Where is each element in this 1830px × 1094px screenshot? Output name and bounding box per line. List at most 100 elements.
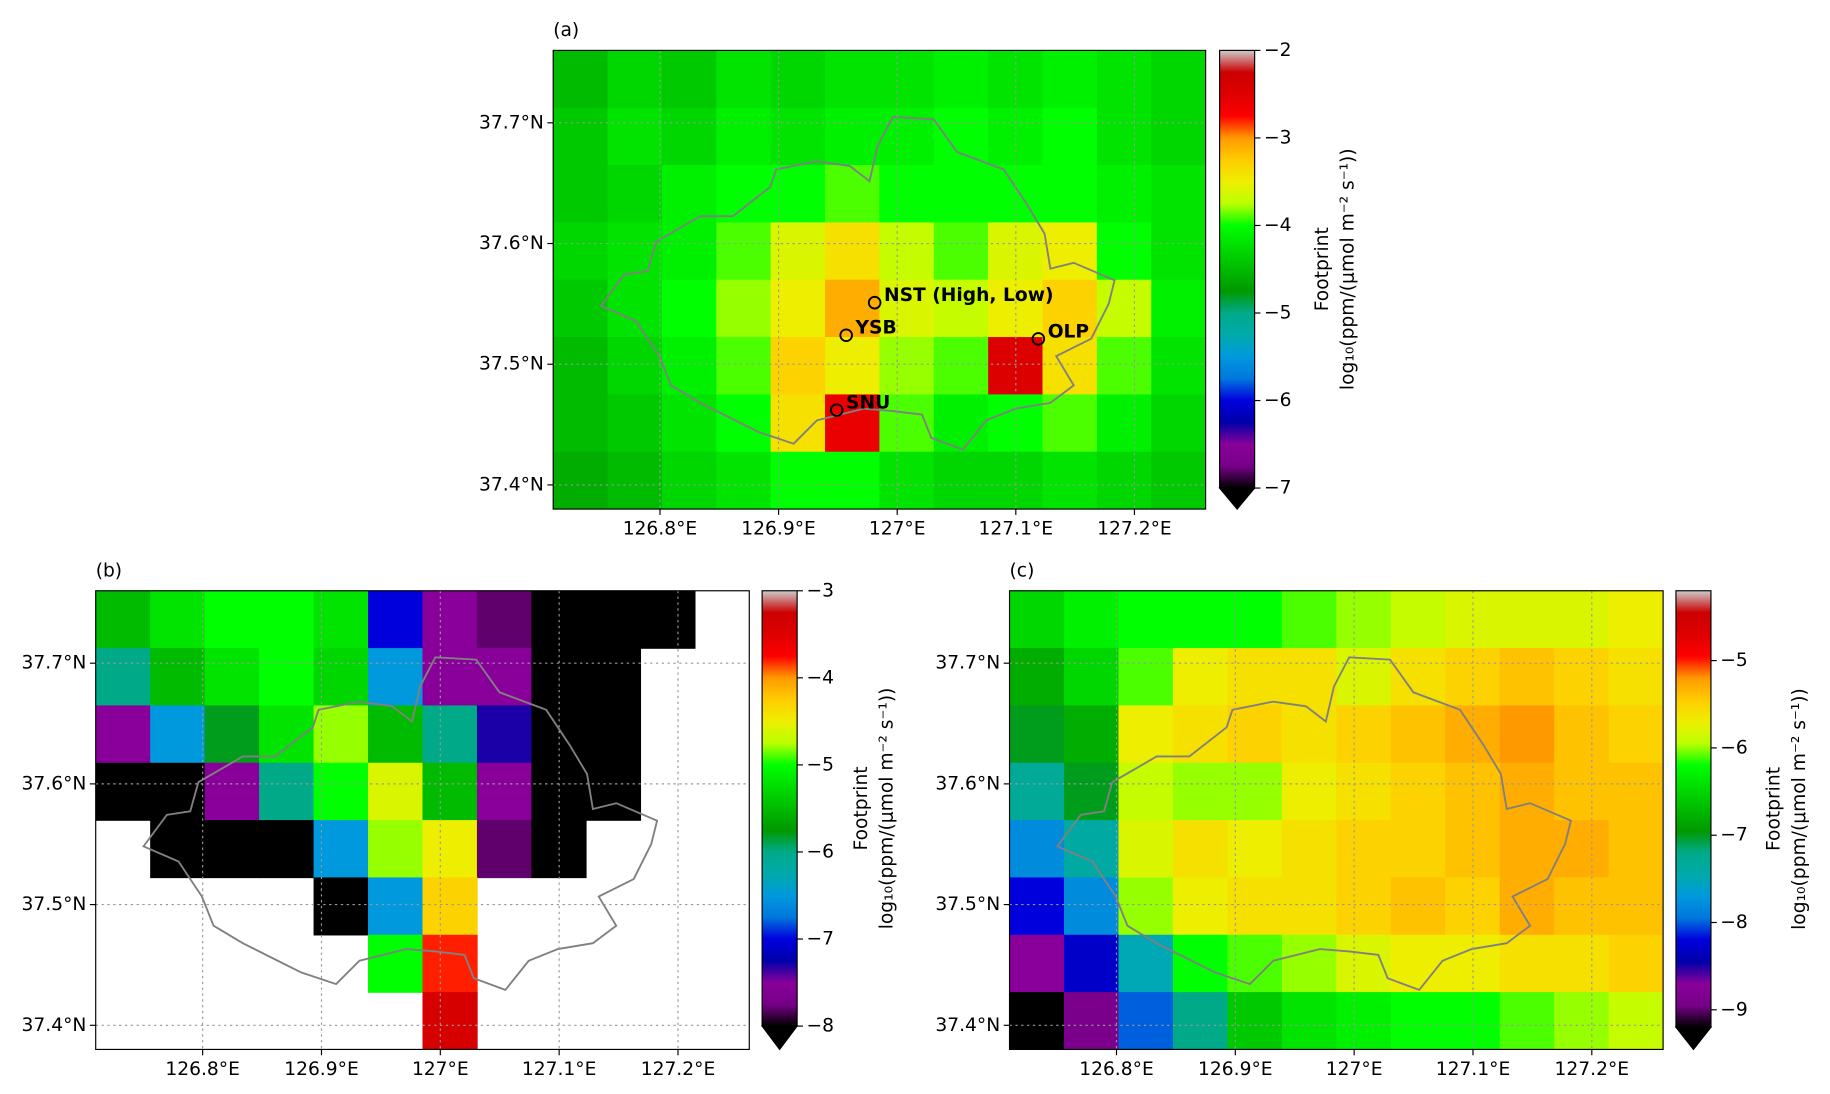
colorbar-tick-label: −7 (806, 929, 834, 950)
cell (1172, 705, 1229, 764)
cell (825, 279, 881, 338)
cell (1172, 590, 1229, 649)
cell (1499, 934, 1555, 993)
cell (1281, 590, 1338, 649)
cell (204, 762, 260, 821)
cell (1151, 222, 1206, 281)
cell (1096, 394, 1152, 453)
cell (1390, 648, 1446, 707)
cell (1042, 222, 1098, 281)
cell (259, 820, 315, 879)
cell (1608, 934, 1664, 993)
cell (1042, 451, 1098, 510)
x-tick-label: 127.2°E (1555, 1059, 1630, 1080)
cell (1063, 820, 1120, 879)
cell (368, 648, 424, 707)
cell (204, 705, 260, 764)
x-tick-label: 127.2°E (641, 1059, 716, 1080)
cell (879, 451, 935, 510)
x-tick-label: 126.8°E (1079, 1059, 1154, 1080)
panel: (c) 126.8°E 126.9°E 127°E 127.1°E 127.2°E 37.4… (935, 560, 1810, 1079)
cell (1151, 107, 1206, 166)
cell (259, 648, 315, 707)
x-tick-label: 127°E (412, 1059, 469, 1080)
x-tick-label: 127.2°E (1097, 518, 1172, 539)
cell (1009, 648, 1065, 707)
y-tick-label: 37.4°N (22, 1015, 87, 1036)
cell (607, 451, 663, 510)
y-tick-label: 37.4°N (479, 474, 544, 495)
panel: (b) 126.8°E 126.9°E 127°E 127.1°E 127.2°E 37.4… (22, 560, 898, 1079)
cell (1172, 992, 1229, 1050)
colorbar (762, 590, 798, 1027)
colorbar-tick-label: −4 (1264, 215, 1292, 236)
cell (1608, 820, 1664, 879)
cell (1118, 590, 1174, 649)
colorbar-title: Footprint (1312, 227, 1333, 311)
cell (1227, 934, 1283, 993)
plot-frame (1008, 590, 1664, 1051)
cell (607, 50, 663, 109)
colorbar-tick-label: −9 (1720, 999, 1748, 1020)
cell (1445, 992, 1501, 1050)
station-label: YSB (855, 318, 897, 339)
cell (476, 820, 533, 879)
cell (716, 451, 772, 510)
cell (933, 337, 989, 396)
cell (661, 165, 718, 224)
cell (585, 762, 642, 821)
cell (1390, 590, 1446, 649)
cell (1009, 820, 1065, 879)
cell (1096, 222, 1152, 281)
cell (553, 279, 609, 338)
y-tick-label: 37.5°N (935, 894, 1000, 915)
cell (661, 222, 718, 281)
cell (770, 107, 826, 166)
cell (1118, 705, 1174, 764)
cell (1281, 762, 1338, 821)
cell (1063, 992, 1120, 1050)
y-tick-label: 37.7°N (22, 653, 87, 674)
cell (422, 648, 478, 707)
heatmap-cells (553, 50, 1206, 510)
cell (1063, 762, 1120, 821)
cell (933, 394, 989, 453)
cell (553, 337, 609, 396)
cell (879, 50, 935, 109)
cell (313, 877, 369, 936)
colorbar-tick-label: −4 (806, 667, 834, 688)
cell (1151, 165, 1206, 224)
cell (476, 590, 533, 649)
cell (1151, 337, 1206, 396)
x-tick-label: 127.1°E (979, 518, 1054, 539)
cell (1009, 934, 1065, 993)
colorbar-tick-label: −6 (1264, 390, 1292, 411)
cell (1608, 648, 1664, 707)
cell (150, 705, 206, 764)
cell (1042, 107, 1098, 166)
colorbar-tick-label: −7 (1720, 825, 1748, 846)
x-tick-label: 127°E (1326, 1059, 1383, 1080)
cell (1151, 394, 1206, 453)
cell (1336, 820, 1392, 879)
cell (933, 279, 989, 338)
colorbar-tick-label: −5 (806, 754, 834, 775)
panel: (a) 126.8°E 126.9°E 127°E 127.1°E 127.2°E 37.4… (479, 20, 1358, 539)
cell (988, 50, 1044, 109)
cell (1096, 451, 1152, 510)
colorbar-tick-label: −3 (806, 580, 834, 601)
cell (259, 590, 315, 649)
cell (1042, 279, 1098, 338)
colorbar-tick-label: −8 (806, 1016, 834, 1037)
y-tick-label: 37.6°N (935, 773, 1000, 794)
cell (770, 165, 826, 224)
cell (1554, 590, 1610, 649)
cell (825, 222, 881, 281)
colorbar-extension (1674, 1026, 1713, 1051)
cell (607, 337, 663, 396)
colorbar-extension (1218, 487, 1256, 510)
cell (825, 50, 881, 109)
colorbar-tick-label: −2 (1264, 40, 1292, 61)
cell (1227, 877, 1283, 936)
cell (422, 705, 478, 764)
